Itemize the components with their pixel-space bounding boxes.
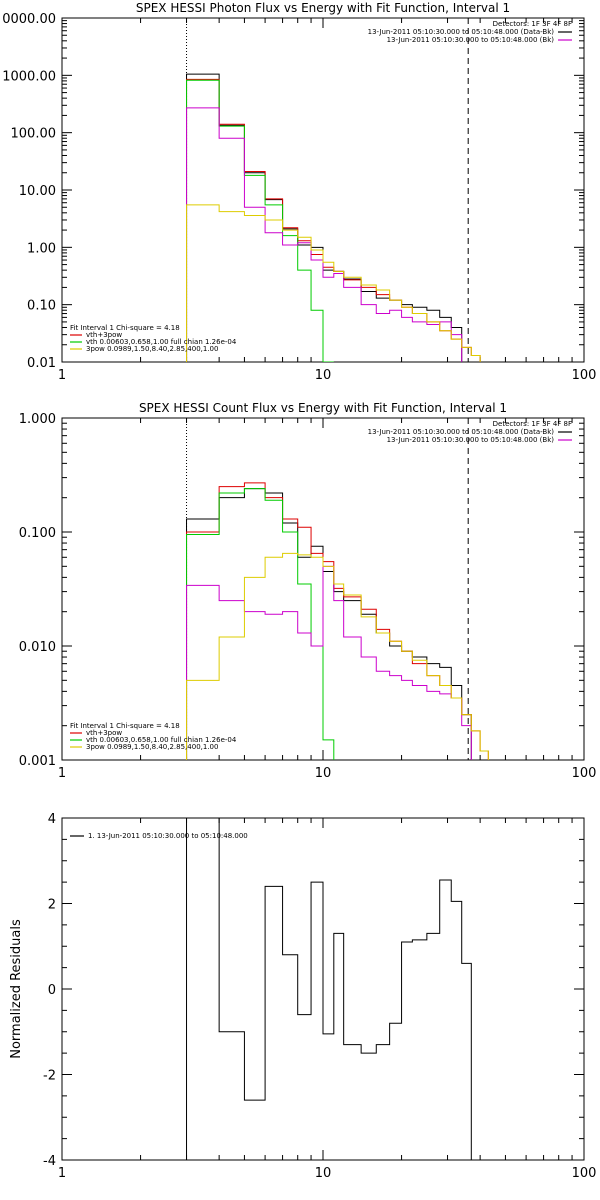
x-tick-label: 1 (58, 766, 66, 781)
legend-header: Fit Interval 1 Chi-square = 4.18 (70, 324, 180, 332)
legend-entry-label: vth+3pow (86, 729, 122, 737)
y-tick-label: 0.100 (19, 526, 56, 541)
legend-top: 1. 13-Jun-2011 05:10:30.000 to 05:10:48.… (70, 832, 248, 840)
legend-bottom: Fit Interval 1 Chi-square = 4.18vth+3pow… (70, 722, 237, 751)
chart-panel-3: Normalized Residuals 1 10 100 -4 -2 0 2 4 1. 13-J… (9, 812, 596, 1181)
y-tick-label: 0.01 (27, 356, 56, 371)
series-line-5 (186, 204, 481, 362)
series-line-4 (186, 107, 463, 362)
y-tick-label: -4 (43, 1154, 56, 1169)
chart-panel-2: SPEX HESSI Count Flux vs Energy with Fit… (19, 401, 597, 781)
legend-bottom: Fit Interval 1 Chi-square = 4.18vth+3pow… (70, 324, 237, 353)
legend-entry-label: 1. 13-Jun-2011 05:10:30.000 to 05:10:48.… (88, 832, 248, 840)
legend-entry-label: 13-Jun-2011 05:10:30.000 to 05:10:48.000… (387, 36, 555, 44)
y-tick-label: 2 (48, 898, 56, 913)
x-tick-label: 100 (572, 1166, 597, 1181)
y-tick-label: -2 (43, 1069, 56, 1084)
series-line-4 (186, 565, 472, 760)
legend-entry-label: vth+3pow (86, 331, 122, 339)
x-tick-label: 10 (315, 766, 332, 781)
chart-title: SPEX HESSI Count Flux vs Energy with Fit… (139, 401, 507, 415)
chart-panel-1: SPEX HESSI Photon Flux vs Energy with Fi… (2, 1, 596, 383)
legend-entry-label: 3pow 0.0989,1.50,8.40,2.85,400,1.00 (86, 345, 218, 353)
y-axis-label: Normalized Residuals (9, 919, 24, 1059)
series-group (186, 482, 489, 760)
series-line-5 (186, 552, 489, 760)
y-tick-label: 0.010 (19, 640, 56, 655)
series-line-2 (186, 78, 481, 362)
x-tick-label: 1 (58, 368, 66, 383)
series-line-1 (186, 488, 472, 760)
y-tick-label: 4 (48, 812, 56, 827)
x-tick-label: 10 (315, 1166, 332, 1181)
x-tick-label: 100 (572, 368, 597, 383)
x-tick-label: 100 (572, 766, 597, 781)
y-tick-label: 1000.00 (2, 69, 56, 84)
legend-entry-label: 13-Jun-2011 05:10:30.000 to 05:10:48.000… (387, 436, 555, 444)
series-line-3 (186, 79, 334, 362)
legend-entry-label: 13-Jun-2011 05:10:30.000 to 05:10:48.000… (368, 28, 555, 36)
legend-entry-label: 13-Jun-2011 05:10:30.000 to 05:10:48.000… (368, 428, 555, 436)
y-tick-label: 1.00 (27, 241, 56, 256)
y-tick-label: 0.001 (19, 754, 56, 769)
x-tick-label: 1 (58, 1166, 66, 1181)
series-group (186, 73, 481, 362)
legend-entry-label: 3pow 0.0989,1.50,8.40,2.85,400,1.00 (86, 743, 218, 751)
legend-header: Detectors: 1F 3F 4F 8F (493, 20, 572, 28)
series-line-1 (186, 73, 463, 362)
legend-header: Fit Interval 1 Chi-square = 4.18 (70, 722, 180, 730)
y-tick-label: 0000.00 (2, 12, 56, 27)
legend-header: Detectors: 1F 3F 4F 8F (493, 420, 572, 428)
y-tick-label: 1.000 (19, 412, 56, 427)
y-tick-label: 100.00 (11, 127, 57, 142)
y-tick-label: 0 (48, 983, 56, 998)
x-tick-label: 10 (315, 368, 332, 383)
series-line-3 (186, 488, 335, 760)
series-line-1 (186, 818, 472, 1160)
legend-entry-label: vth 0.00603,0.658,1.00 full chian 1.26e-… (86, 736, 237, 744)
chart-title: SPEX HESSI Photon Flux vs Energy with Fi… (136, 1, 510, 15)
y-tick-label: 0.10 (27, 299, 56, 314)
legend-entry-label: vth 0.00603,0.658,1.00 full chian 1.26e-… (86, 338, 237, 346)
series-group (186, 818, 472, 1160)
y-tick-label: 10.00 (19, 184, 56, 199)
series-line-2 (186, 482, 489, 760)
